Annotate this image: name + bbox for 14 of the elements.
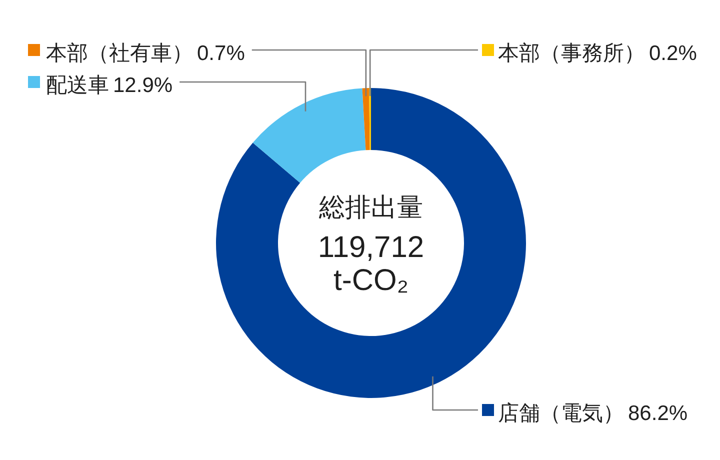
text: t-CO₂ [334,264,408,297]
legend-label: 配送車 [46,74,109,97]
data-label: 86.2% [628,402,688,425]
text: 総排出量 [318,192,423,222]
donut-slice [252,88,366,183]
legend-label: 本部（事務所） [498,42,645,65]
text: 119,712 [318,231,424,264]
data-label: 12.9% [113,74,173,97]
donut-slice [216,88,526,398]
legend-label: 本部（社有車） [46,42,193,65]
legend-label: 店舗（電気） [498,402,624,425]
data-label: 0.2% [649,42,697,65]
donut-slice [362,88,370,150]
data-label: 0.7% [197,42,245,65]
